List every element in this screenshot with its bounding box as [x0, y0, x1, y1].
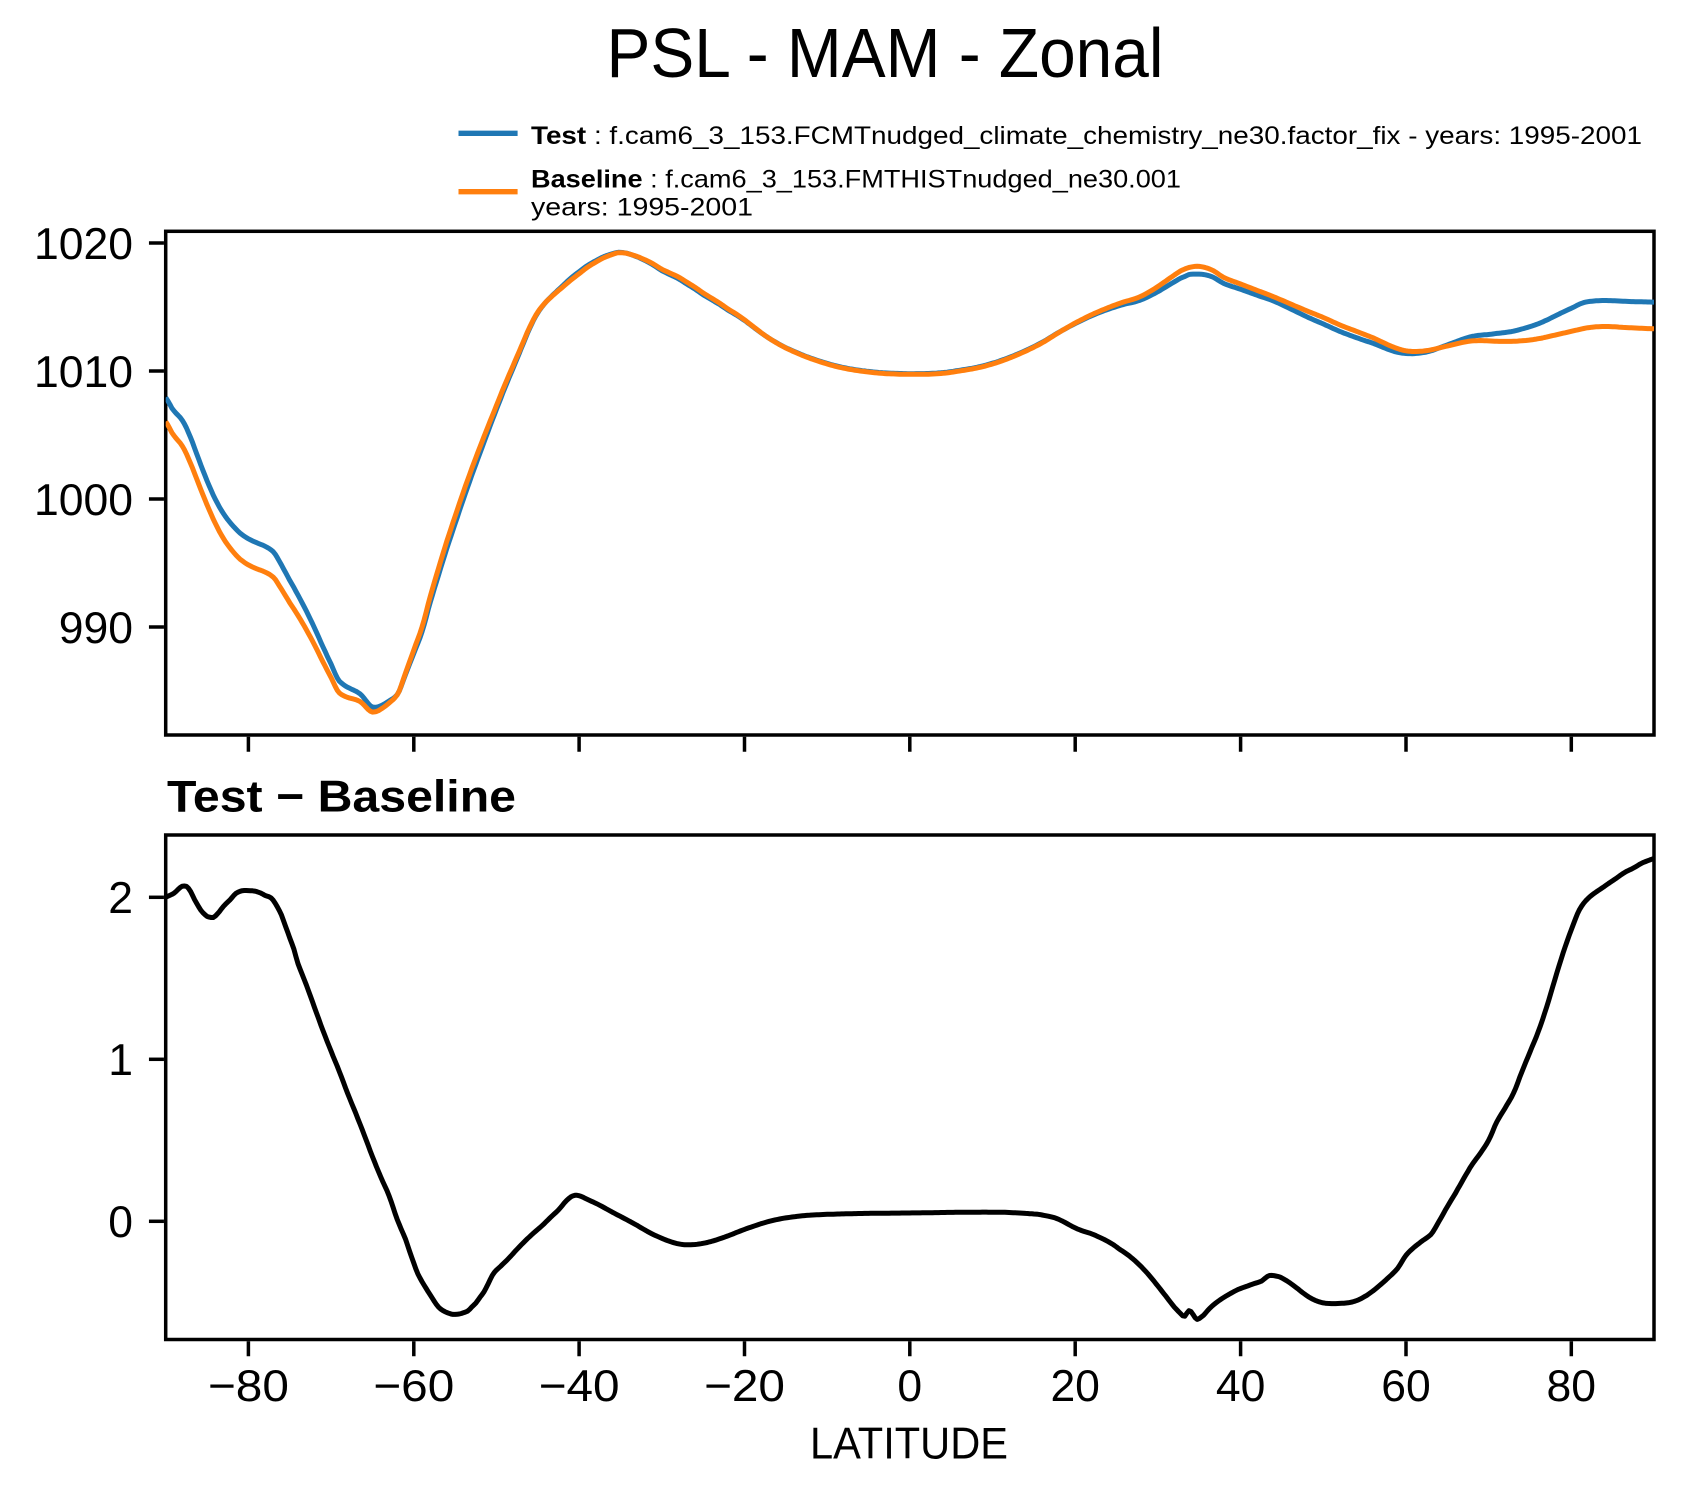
svg-text:−40: −40	[539, 1362, 620, 1411]
svg-text:Baseline : f.cam6_3_153.FMTHIS: Baseline : f.cam6_3_153.FMTHISTnudged_ne…	[531, 166, 1181, 194]
svg-text:40: 40	[1216, 1362, 1266, 1411]
svg-text:1020: 1020	[34, 220, 133, 269]
svg-text:0: 0	[108, 1198, 133, 1247]
svg-text:years: 1995-2001: years: 1995-2001	[531, 194, 753, 222]
svg-text:Test − Baseline: Test − Baseline	[167, 773, 516, 822]
svg-text:60: 60	[1381, 1362, 1431, 1411]
svg-text:0: 0	[897, 1362, 922, 1411]
svg-text:20: 20	[1050, 1362, 1100, 1411]
svg-text:−60: −60	[373, 1362, 454, 1411]
svg-text:Test : f.cam6_3_153.FCMTnudged: Test : f.cam6_3_153.FCMTnudged_climate_c…	[531, 122, 1642, 150]
svg-text:1000: 1000	[34, 476, 133, 525]
svg-text:PSL - MAM - Zonal: PSL - MAM - Zonal	[607, 14, 1164, 92]
svg-text:LATITUDE: LATITUDE	[810, 1420, 1008, 1469]
svg-text:1010: 1010	[34, 348, 133, 397]
svg-text:80: 80	[1547, 1362, 1597, 1411]
svg-text:1: 1	[108, 1036, 133, 1085]
svg-text:−80: −80	[208, 1362, 289, 1411]
svg-text:−20: −20	[704, 1362, 785, 1411]
svg-text:990: 990	[59, 604, 133, 653]
svg-text:2: 2	[108, 874, 133, 923]
